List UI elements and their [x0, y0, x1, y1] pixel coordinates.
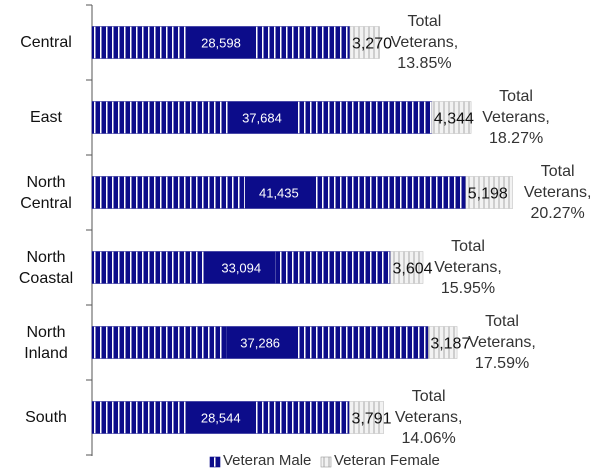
value-label: 28,598 — [201, 36, 241, 51]
category-label: Central — [20, 34, 72, 51]
legend-swatch — [320, 456, 332, 468]
value-label: 41,435 — [259, 186, 299, 201]
annotation: Total Veterans, 15.95% — [434, 238, 502, 297]
value-label: 3,187 — [430, 336, 470, 353]
value-label: 5,198 — [468, 186, 508, 203]
category-label: North Coastal — [18, 248, 74, 287]
category-label: North Central — [20, 173, 72, 212]
bar-segment — [428, 326, 458, 359]
legend-swatch — [209, 456, 221, 468]
label-box — [186, 401, 255, 434]
label-box — [207, 251, 276, 284]
value-label: 37,684 — [242, 111, 282, 126]
value-label: 28,544 — [201, 411, 241, 426]
annotation: Total Veterans, 14.06% — [394, 388, 463, 447]
legend-label: Veteran Male — [223, 452, 312, 469]
legend-label: Veteran Female — [334, 452, 440, 469]
value-label: 37,286 — [240, 336, 280, 351]
category-label: South — [25, 409, 67, 426]
value-label: 3,270 — [352, 36, 392, 53]
label-box — [186, 26, 255, 59]
label-box — [227, 101, 296, 134]
value-label: 3,604 — [393, 261, 433, 278]
bar-segment — [465, 176, 513, 209]
category-label: East — [29, 109, 62, 126]
label-box — [244, 176, 313, 209]
label-box — [226, 326, 295, 359]
value-label: 33,094 — [221, 261, 261, 276]
bar-segment — [431, 101, 472, 134]
value-label: 3,791 — [351, 411, 391, 428]
value-label: 4,344 — [434, 111, 474, 128]
annotation: Total Veterans, 17.59% — [468, 313, 536, 372]
annotation: Total Veterans, 18.27% — [482, 88, 550, 147]
annotation: Total Veterans, 13.85% — [390, 13, 459, 72]
category-label: North Inland — [24, 323, 68, 362]
annotation: Total Veterans, 20.27% — [523, 163, 592, 222]
bar-segment — [390, 251, 424, 284]
bar-segment — [349, 401, 384, 434]
bar-segment — [349, 26, 380, 59]
